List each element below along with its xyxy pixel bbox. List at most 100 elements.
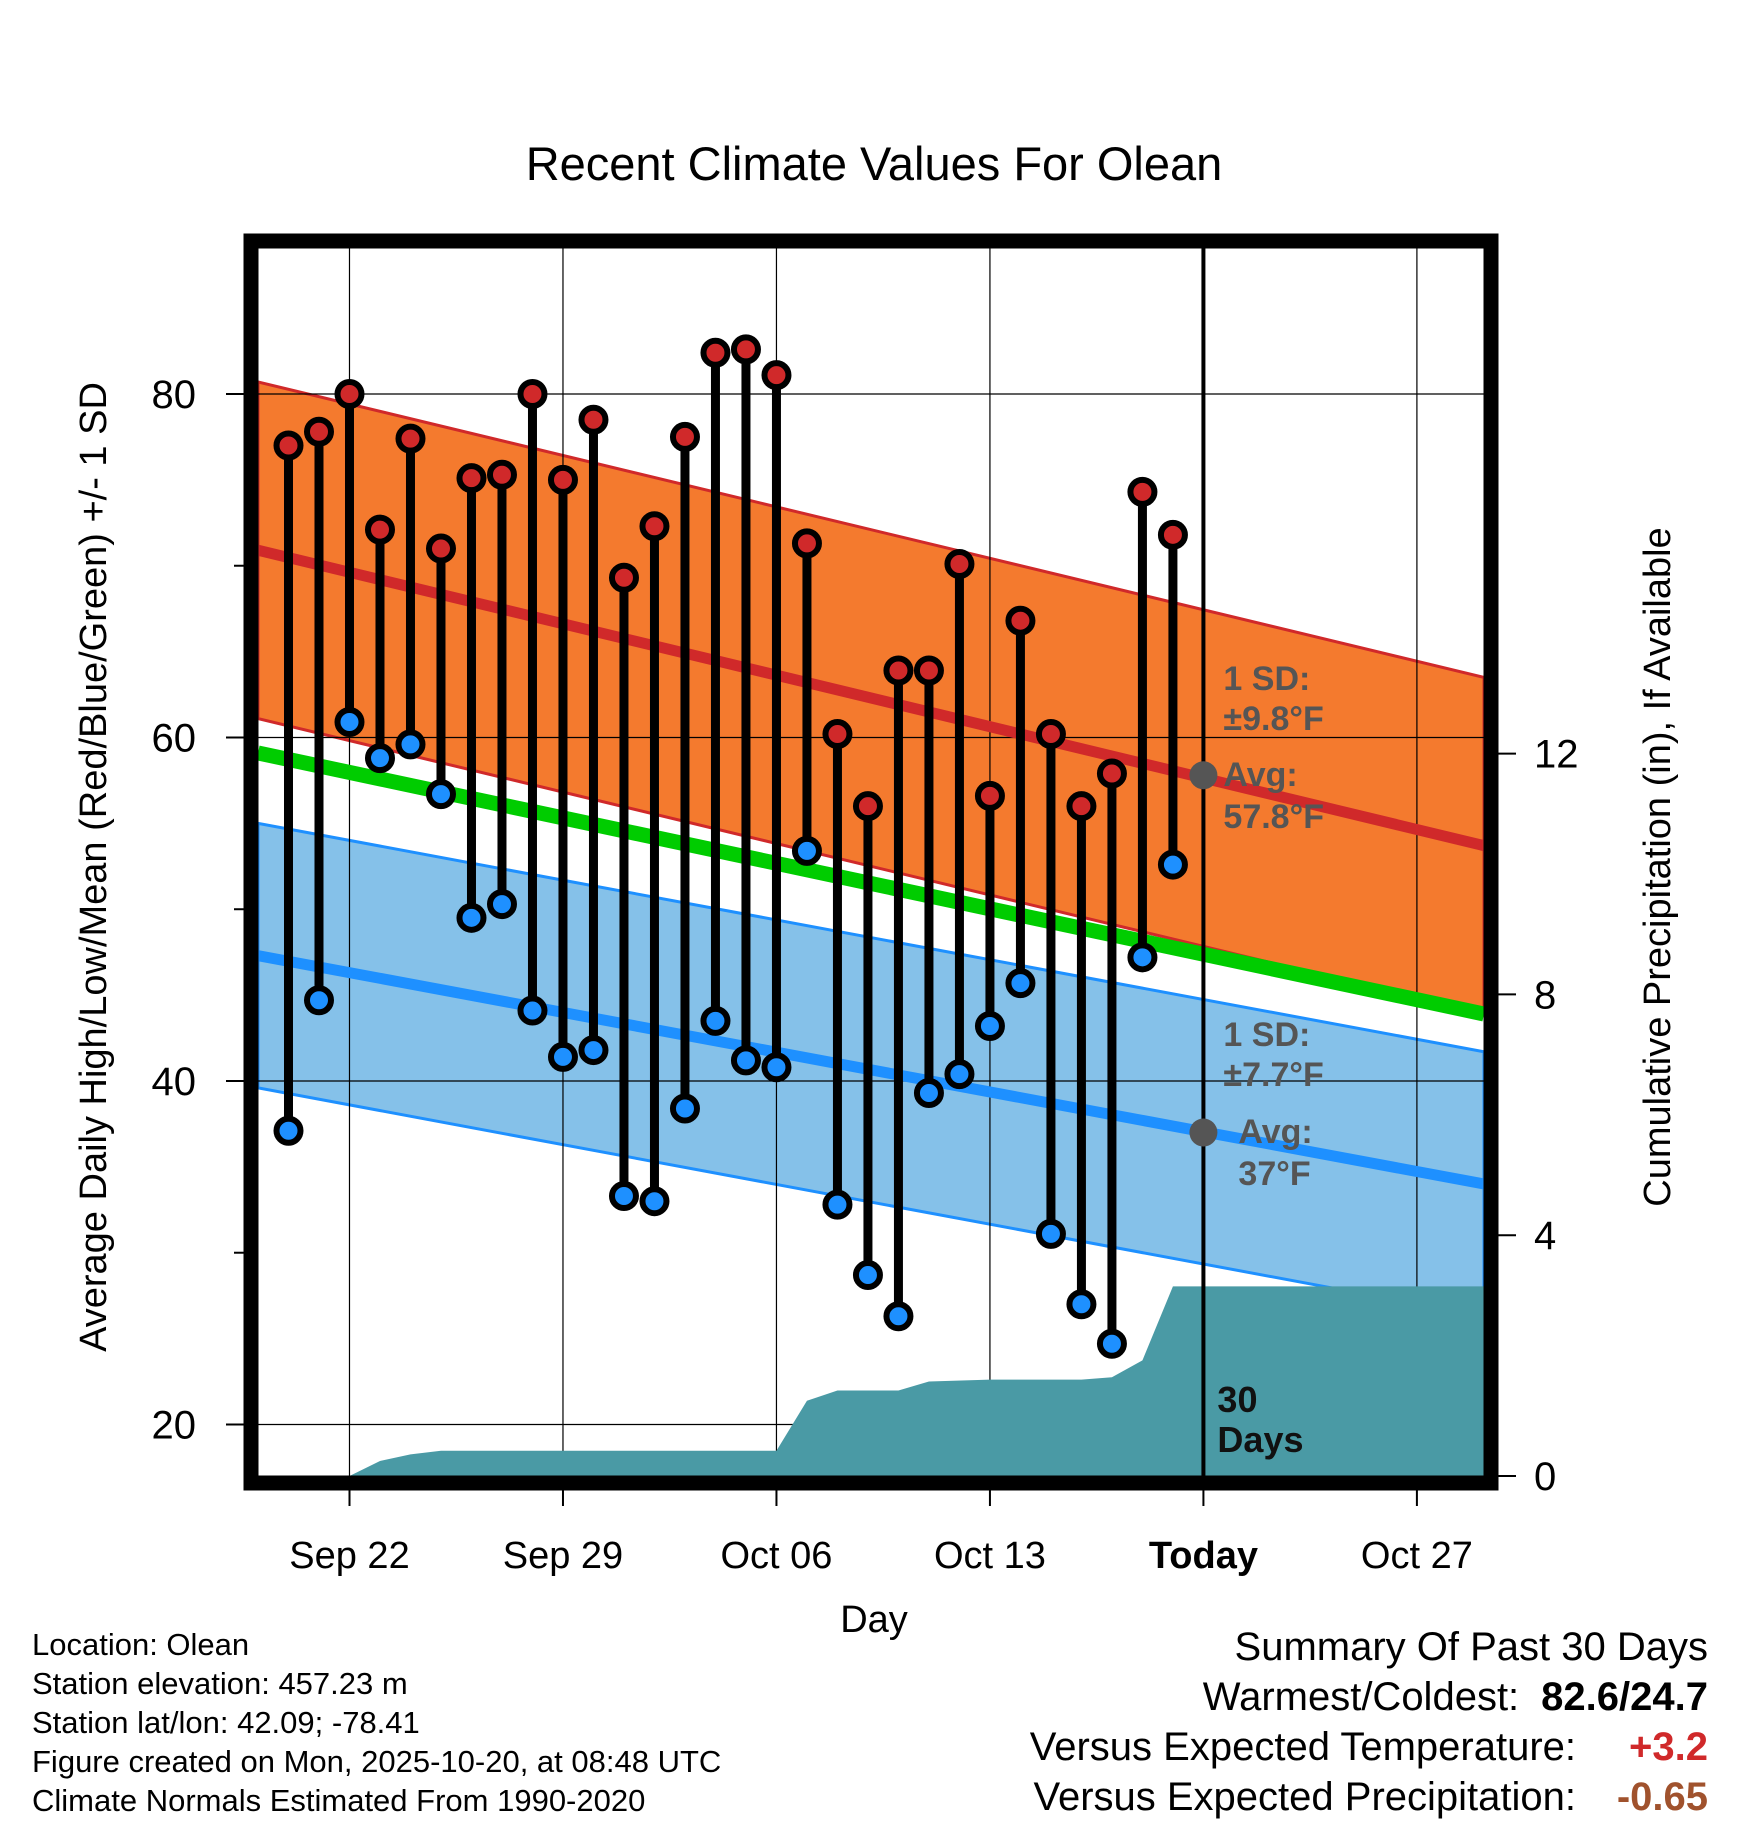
high-point xyxy=(608,562,639,593)
today-high-normal-dot xyxy=(1189,761,1218,790)
high-sd-label: 1 SD: xyxy=(1223,660,1310,698)
low-point xyxy=(334,707,365,738)
low-sd-value: ±7.7°F xyxy=(1223,1056,1323,1094)
high-point xyxy=(1035,719,1066,750)
high-point xyxy=(303,416,334,447)
low-point xyxy=(974,1011,1005,1042)
low-point xyxy=(1005,968,1036,999)
station-info: Location: Olean Station elevation: 457.2… xyxy=(32,1625,721,1820)
x-axis-label: Day xyxy=(840,1599,908,1641)
high-point xyxy=(913,655,944,686)
low-point xyxy=(761,1052,792,1083)
y2-tick-label: 12 xyxy=(1534,733,1579,777)
low-point xyxy=(517,995,548,1026)
low-sd-label: 1 SD: xyxy=(1223,1016,1310,1054)
low-point xyxy=(1127,942,1158,973)
high-point xyxy=(517,378,548,409)
low-point xyxy=(608,1181,639,1212)
low-point xyxy=(547,1041,578,1072)
low-point xyxy=(822,1189,853,1220)
low-avg-label: Avg: xyxy=(1238,1113,1312,1151)
today-low-normal-dot xyxy=(1189,1118,1218,1147)
high-point xyxy=(1127,476,1158,507)
x-tick-label: Today xyxy=(1149,1535,1258,1577)
high-point xyxy=(1005,605,1036,636)
high-point xyxy=(1096,758,1127,789)
precip-label: Versus Expected Precipitation: xyxy=(1033,1775,1576,1819)
high-point xyxy=(395,423,426,454)
low-point xyxy=(303,985,334,1016)
high-point xyxy=(700,337,731,368)
low-avg-value: 37°F xyxy=(1238,1155,1310,1193)
low-point xyxy=(456,902,487,933)
y2-tick-label: 4 xyxy=(1534,1214,1556,1258)
high-point xyxy=(822,719,853,750)
low-point xyxy=(883,1301,914,1332)
low-point xyxy=(273,1115,304,1146)
high-point xyxy=(761,360,792,391)
x-tick-label: Oct 27 xyxy=(1361,1535,1473,1577)
high-point xyxy=(669,421,700,452)
high-point xyxy=(944,549,975,580)
low-point xyxy=(425,779,456,810)
y2-tick-label: 0 xyxy=(1534,1455,1556,1499)
temp-label: Versus Expected Temperature: xyxy=(1029,1725,1576,1769)
high-point xyxy=(791,528,822,559)
high-point xyxy=(486,459,517,490)
low-point xyxy=(486,889,517,920)
low-point xyxy=(669,1093,700,1124)
summary-panel: Summary Of Past 30 Days Warmest/Coldest:… xyxy=(1030,1622,1708,1822)
info-created: Figure created on Mon, 2025-10-20, at 08… xyxy=(32,1744,722,1779)
precip-area xyxy=(349,1286,1484,1476)
days-label-word: Days xyxy=(1217,1419,1303,1460)
summary-temperature: Versus Expected Temperature: +3.2 xyxy=(1030,1722,1708,1772)
warm-cold-label: Warmest/Coldest: xyxy=(1202,1675,1520,1719)
high-point xyxy=(730,334,761,365)
y-tick-label: 60 xyxy=(152,716,197,760)
y-axis-label: Average Daily High/Low/Mean (Red/Blue/Gr… xyxy=(73,382,115,1352)
temp-value: +3.2 xyxy=(1629,1725,1708,1769)
low-point xyxy=(730,1045,761,1076)
low-point xyxy=(639,1186,670,1217)
info-location: Location: Olean xyxy=(32,1627,250,1662)
days-label-number: 30 xyxy=(1217,1379,1257,1420)
y-tick-label: 20 xyxy=(152,1403,197,1447)
y2-tick-label: 8 xyxy=(1534,973,1556,1017)
high-sd-value: ±9.8°F xyxy=(1223,700,1323,738)
low-point xyxy=(364,743,395,774)
info-elevation: Station elevation: 457.23 m xyxy=(32,1666,408,1701)
x-tick-label: Sep 29 xyxy=(503,1535,623,1577)
info-normals: Climate Normals Estimated From 1990-2020 xyxy=(32,1783,646,1818)
low-point xyxy=(1035,1218,1066,1249)
warm-cold-value: 82.6/24.7 xyxy=(1541,1675,1708,1719)
low-point xyxy=(395,729,426,760)
plot-frame xyxy=(243,233,1499,1491)
low-point xyxy=(791,835,822,866)
high-point xyxy=(852,791,883,822)
summary-precipitation: Versus Expected Precipitation: -0.65 xyxy=(1030,1772,1708,1822)
high-point xyxy=(1157,519,1188,550)
high-point xyxy=(883,655,914,686)
low-point xyxy=(913,1078,944,1109)
low-point xyxy=(1096,1328,1127,1359)
summary-heading: Summary Of Past 30 Days xyxy=(1234,1625,1708,1669)
low-point xyxy=(1066,1289,1097,1320)
low-point xyxy=(852,1260,883,1291)
summary-warm-cold: Warmest/Coldest: 82.6/24.7 xyxy=(1030,1672,1708,1722)
high-point xyxy=(425,533,456,564)
low-point xyxy=(700,1005,731,1036)
high-point xyxy=(547,464,578,495)
x-tick-label: Oct 06 xyxy=(720,1535,832,1577)
high-point xyxy=(273,430,304,461)
info-latlon: Station lat/lon: 42.09; -78.41 xyxy=(32,1705,420,1740)
high-point xyxy=(639,511,670,542)
x-tick-label: Sep 22 xyxy=(289,1535,409,1577)
x-tick-label: Oct 13 xyxy=(934,1535,1046,1577)
high-point xyxy=(1066,791,1097,822)
low-point xyxy=(944,1059,975,1090)
high-point xyxy=(974,780,1005,811)
high-point xyxy=(578,404,609,435)
high-point xyxy=(456,463,487,494)
y-tick-label: 40 xyxy=(152,1060,197,1104)
